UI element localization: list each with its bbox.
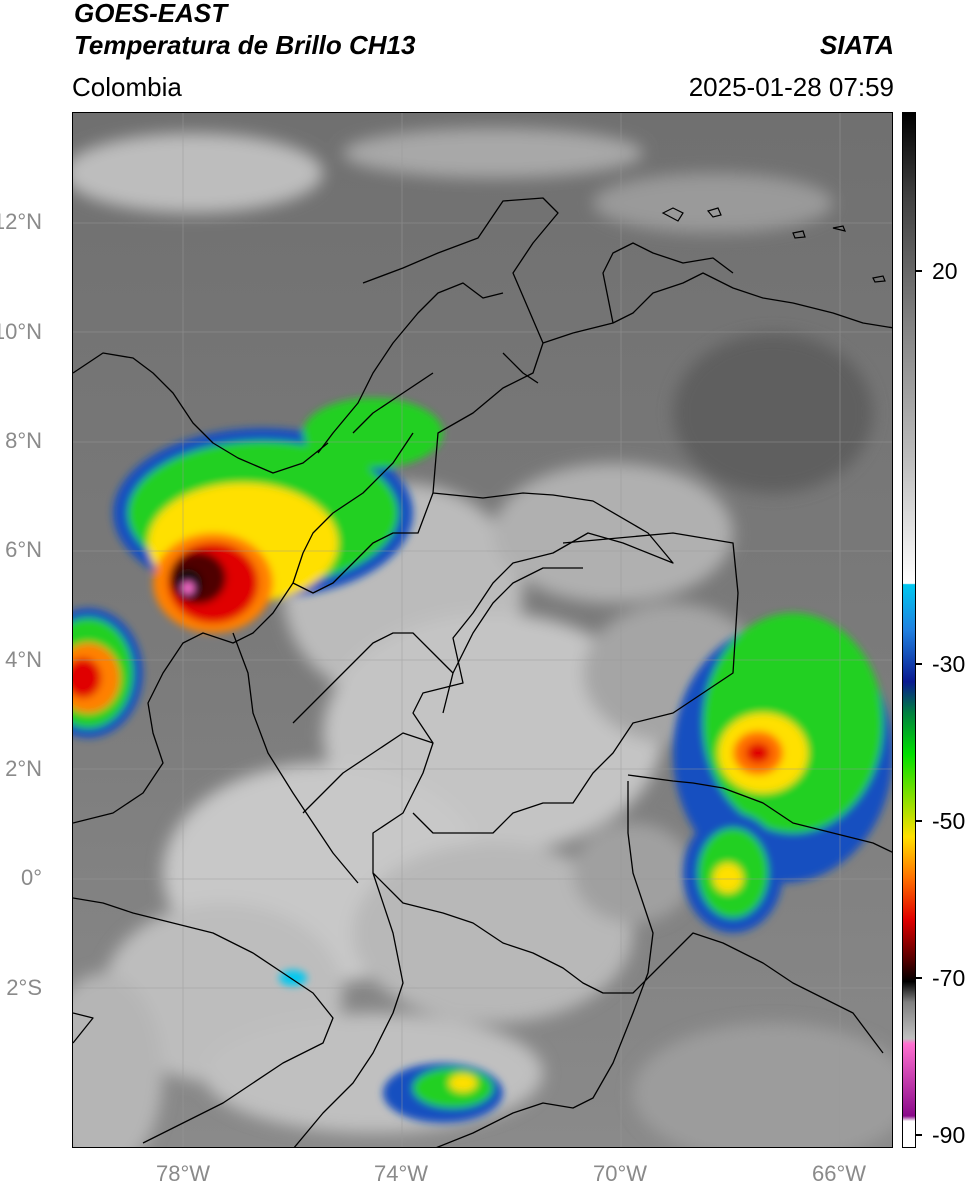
- lat-label-6n: 6°N: [5, 537, 42, 562]
- colorbar-tick: [916, 663, 922, 665]
- colorbar-label-20: 20: [932, 258, 958, 284]
- lat-label-12n: 12°N: [0, 209, 42, 234]
- lat-label-10n: 10°N: [0, 319, 42, 344]
- storm-east: [673, 613, 892, 933]
- storm-west-edge: [73, 608, 143, 738]
- graticule: [73, 113, 892, 1147]
- colorbar-label-minus50: -50: [932, 808, 966, 834]
- lat-label-8n: 8°N: [5, 428, 42, 453]
- lon-label-74w: 74°W: [373, 1161, 429, 1186]
- satellite-map: [72, 112, 893, 1148]
- lat-label-0: 0°: [20, 865, 42, 890]
- storm-northwest: [113, 398, 443, 633]
- lat-label-2s: 2°S: [6, 975, 42, 1000]
- map-graphic: [73, 113, 892, 1147]
- gray-clouds: [73, 128, 892, 1147]
- lon-label-78w: 78°W: [155, 1161, 211, 1186]
- colorbar-tick: [916, 820, 922, 822]
- storm-south: [279, 970, 503, 1123]
- lat-label-2n: 2°N: [5, 756, 42, 781]
- country-borders: [73, 197, 892, 1147]
- colorbar-label-minus90: -90: [932, 1122, 966, 1148]
- satellite-title: GOES-EAST: [74, 0, 228, 28]
- colorbar-tick: [916, 977, 922, 979]
- lat-label-4n: 4°N: [5, 647, 42, 672]
- islands: [661, 207, 886, 283]
- datetime-label: 2025-01-28 07:59: [688, 72, 894, 102]
- colorbar-label-minus30: -30: [932, 651, 966, 677]
- colorbar-label-minus70: -70: [932, 965, 966, 991]
- lon-label-66w: 66°W: [811, 1161, 867, 1186]
- colorbar: [902, 112, 916, 1148]
- region-label: Colombia: [72, 72, 182, 102]
- colorbar-tick: [916, 270, 922, 272]
- colorbar-tick: [916, 1134, 922, 1136]
- lon-label-70w: 70°W: [592, 1161, 648, 1186]
- product-title: Temperatura de Brillo CH13: [74, 30, 416, 60]
- agency-label: SIATA: [819, 30, 894, 60]
